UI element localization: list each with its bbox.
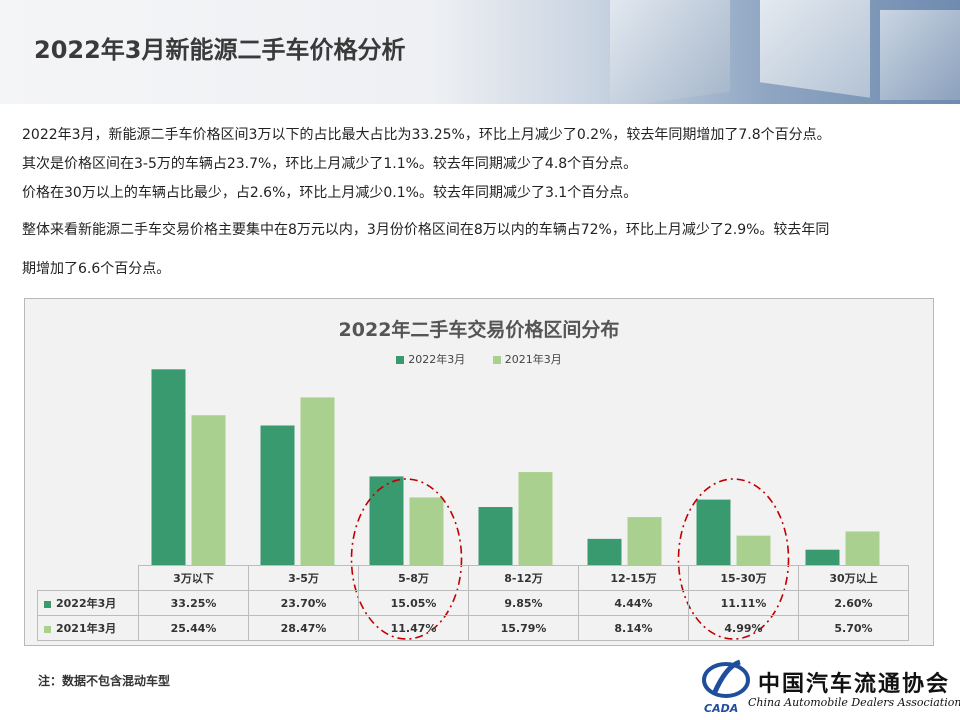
row-swatch-2021 <box>44 625 51 633</box>
cada-mark-text: CADA <box>704 702 738 715</box>
legend-item-2022: 2022年3月 <box>396 351 465 367</box>
legend-label-2021: 2021年3月 <box>504 353 562 366</box>
chart-frame: 2022年二手车交易价格区间分布 2022年3月 2021年3月 3万以下 3-… <box>24 298 934 646</box>
bar-chart-plot <box>151 369 880 640</box>
chart-legend: 2022年3月 2021年3月 <box>25 351 933 367</box>
bar-2021-2 <box>409 497 444 565</box>
table-cell: 11.11% <box>688 590 799 616</box>
decorative-cube <box>760 0 870 98</box>
bar-2022-1 <box>260 425 295 565</box>
table-row-2021: 2021年3月 25.44% 28.47% 11.47% 15.79% 8.14… <box>37 615 909 641</box>
bar-2021-5 <box>736 535 771 565</box>
bar-2022-4 <box>587 538 622 565</box>
data-table: 3万以下 3-5万 5-8万 8-12万 12-15万 15-30万 30万以上… <box>37 565 909 641</box>
highlight-ellipse-1 <box>677 478 790 640</box>
decorative-cube <box>880 10 960 100</box>
decorative-cube <box>610 0 730 104</box>
row-label-2022: 2022年3月 <box>56 597 117 610</box>
table-cell: 4.99% <box>688 615 799 641</box>
logo-text-cn: 中国汽车流通协会 <box>758 671 951 697</box>
table-cell: 28.47% <box>248 615 359 641</box>
table-header-cell: 12-15万 <box>578 565 689 591</box>
table-row-label: 2021年3月 <box>37 615 139 641</box>
table-cell: 4.44% <box>578 590 689 616</box>
table-cell: 9.85% <box>468 590 579 616</box>
bar-2021-0 <box>191 415 226 565</box>
paragraph-2: 其次是价格区间在3-5万的车辆占23.7%，环比上月减少了1.1%。较去年同期减… <box>22 156 638 172</box>
table-header-cell: 8-12万 <box>468 565 579 591</box>
header-banner: 2022年3月新能源二手车价格分析 <box>0 0 960 104</box>
chart-title: 2022年二手车交易价格区间分布 <box>338 319 620 341</box>
legend-swatch-2022 <box>396 356 405 364</box>
table-cell: 2.60% <box>798 590 909 616</box>
bar-2022-3 <box>478 507 513 565</box>
table-row-2022: 2022年3月 33.25% 23.70% 15.05% 9.85% 4.44%… <box>37 590 909 616</box>
cada-emblem-icon: CADA <box>702 659 750 715</box>
table-header-cell: 3-5万 <box>248 565 359 591</box>
table-cell: 5.70% <box>798 615 909 641</box>
table-row-label: 2022年3月 <box>37 590 139 616</box>
bar-2022-2 <box>369 476 404 565</box>
legend-swatch-2021 <box>492 356 501 364</box>
bar-2022-6 <box>805 549 840 565</box>
bar-2022-0 <box>151 369 186 565</box>
legend-label-2022: 2022年3月 <box>408 353 466 366</box>
table-cell: 8.14% <box>578 615 689 641</box>
bar-2021-6 <box>845 531 880 565</box>
cada-logo: CADA 中国汽车流通协会 China Automobile Dealers A… <box>696 656 960 716</box>
logo-text-en: China Automobile Dealers Association <box>748 696 960 709</box>
legend-item-2021: 2021年3月 <box>492 351 562 367</box>
table-cell: 33.25% <box>138 590 249 616</box>
row-label-2021: 2021年3月 <box>56 622 117 635</box>
table-cell: 15.79% <box>468 615 579 641</box>
table-cell: 11.47% <box>358 615 469 641</box>
bar-2021-4 <box>627 517 662 565</box>
table-header-cell: 30万以上 <box>798 565 909 591</box>
paragraph-3: 价格在30万以上的车辆占比最少，占2.6%，环比上月减少0.1%。较去年同期减少… <box>22 185 638 201</box>
paragraph-5: 期增加了6.6个百分点。 <box>22 261 171 277</box>
bar-2021-3 <box>518 472 553 565</box>
table-corner <box>37 565 139 591</box>
table-cell: 15.05% <box>358 590 469 616</box>
paragraph-4: 整体来看新能源二手车交易价格主要集中在8万元以内，3月份价格区间在8万以内的车辆… <box>22 222 830 238</box>
row-swatch-2022 <box>44 600 51 608</box>
table-header-row: 3万以下 3-5万 5-8万 8-12万 12-15万 15-30万 30万以上 <box>37 565 909 591</box>
highlight-ellipse-0 <box>350 478 463 640</box>
table-cell: 25.44% <box>138 615 249 641</box>
table-header-cell: 15-30万 <box>688 565 799 591</box>
table-header-cell: 5-8万 <box>358 565 469 591</box>
table-header-cell: 3万以下 <box>138 565 249 591</box>
footnote: 注：数据不包含混动车型 <box>38 674 171 688</box>
bar-2021-1 <box>300 397 335 565</box>
bar-2022-5 <box>696 499 731 565</box>
page-title: 2022年3月新能源二手车价格分析 <box>34 36 406 64</box>
paragraph-1: 2022年3月，新能源二手车价格区间3万以下的占比最大占比为33.25%，环比上… <box>22 127 831 143</box>
table-cell: 23.70% <box>248 590 359 616</box>
